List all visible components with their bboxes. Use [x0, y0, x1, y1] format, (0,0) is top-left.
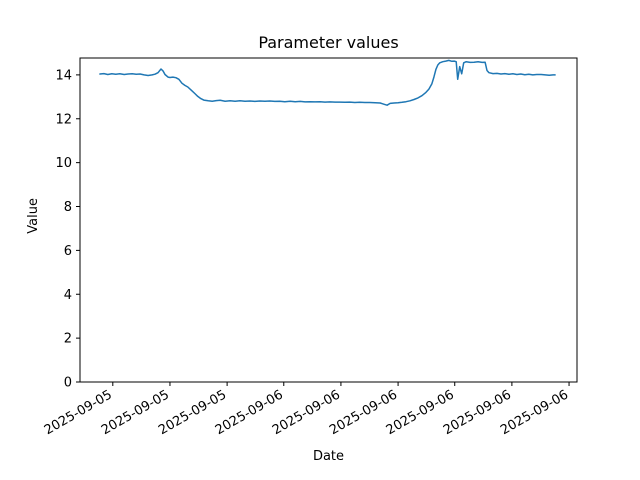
y-axis-label: Value — [26, 198, 41, 234]
chart-title: Parameter values — [258, 33, 399, 52]
x-axis-label: Date — [312, 449, 345, 464]
y-tick-label: 10 — [55, 156, 72, 171]
y-tick-label: 2 — [64, 332, 72, 347]
y-tick-label: 14 — [55, 68, 72, 83]
y-tick-label: 0 — [64, 376, 72, 391]
y-tick-label: 8 — [64, 200, 72, 215]
axes-spines — [79, 57, 578, 383]
y-tick-label: 12 — [55, 112, 72, 127]
data-line-parameter-values — [99, 59, 556, 106]
y-tick-label: 4 — [64, 288, 72, 303]
y-tick-label: 6 — [64, 244, 72, 259]
